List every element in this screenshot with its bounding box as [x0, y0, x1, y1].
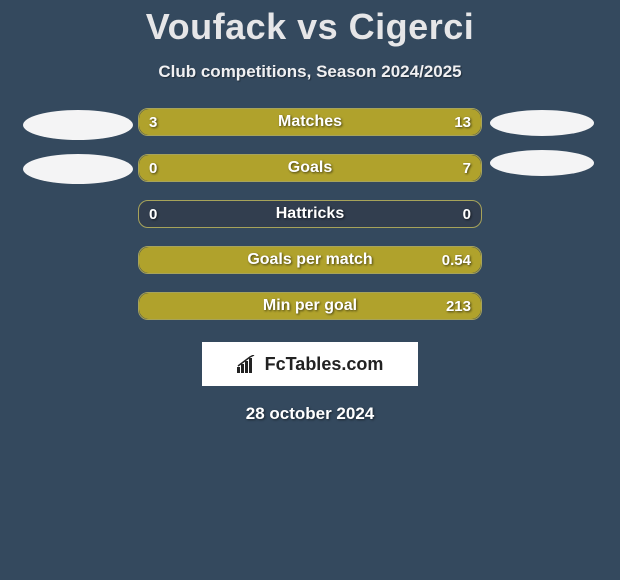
subtitle: Club competitions, Season 2024/2025	[0, 62, 620, 82]
date-label: 28 october 2024	[0, 404, 620, 424]
source-badge-text: FcTables.com	[265, 354, 384, 375]
chart-icon	[237, 355, 259, 373]
bars-column: 313Matches 07Goals 00Hattricks 0.54Goals pe…	[138, 108, 482, 338]
stat-bar: 213Min per goal	[138, 292, 482, 320]
stat-label: Goals per match	[139, 247, 481, 273]
right-player-col	[482, 108, 602, 176]
stat-bar: 00Hattricks	[138, 200, 482, 228]
stat-bar: 07Goals	[138, 154, 482, 182]
stat-bar: 313Matches	[138, 108, 482, 136]
player-club-placeholder	[490, 150, 594, 176]
stat-label: Matches	[139, 109, 481, 135]
stat-label: Min per goal	[139, 293, 481, 319]
source-badge: FcTables.com	[202, 342, 418, 386]
player-photo-placeholder	[23, 110, 133, 140]
stat-label: Goals	[139, 155, 481, 181]
stat-label: Hattricks	[139, 201, 481, 227]
comparison-area: 313Matches 07Goals 00Hattricks 0.54Goals pe…	[0, 108, 620, 338]
page-title: Voufack vs Cigerci	[0, 0, 620, 48]
player-photo-placeholder	[490, 110, 594, 136]
player-club-placeholder	[23, 154, 133, 184]
stat-bar: 0.54Goals per match	[138, 246, 482, 274]
left-player-col	[18, 108, 138, 184]
